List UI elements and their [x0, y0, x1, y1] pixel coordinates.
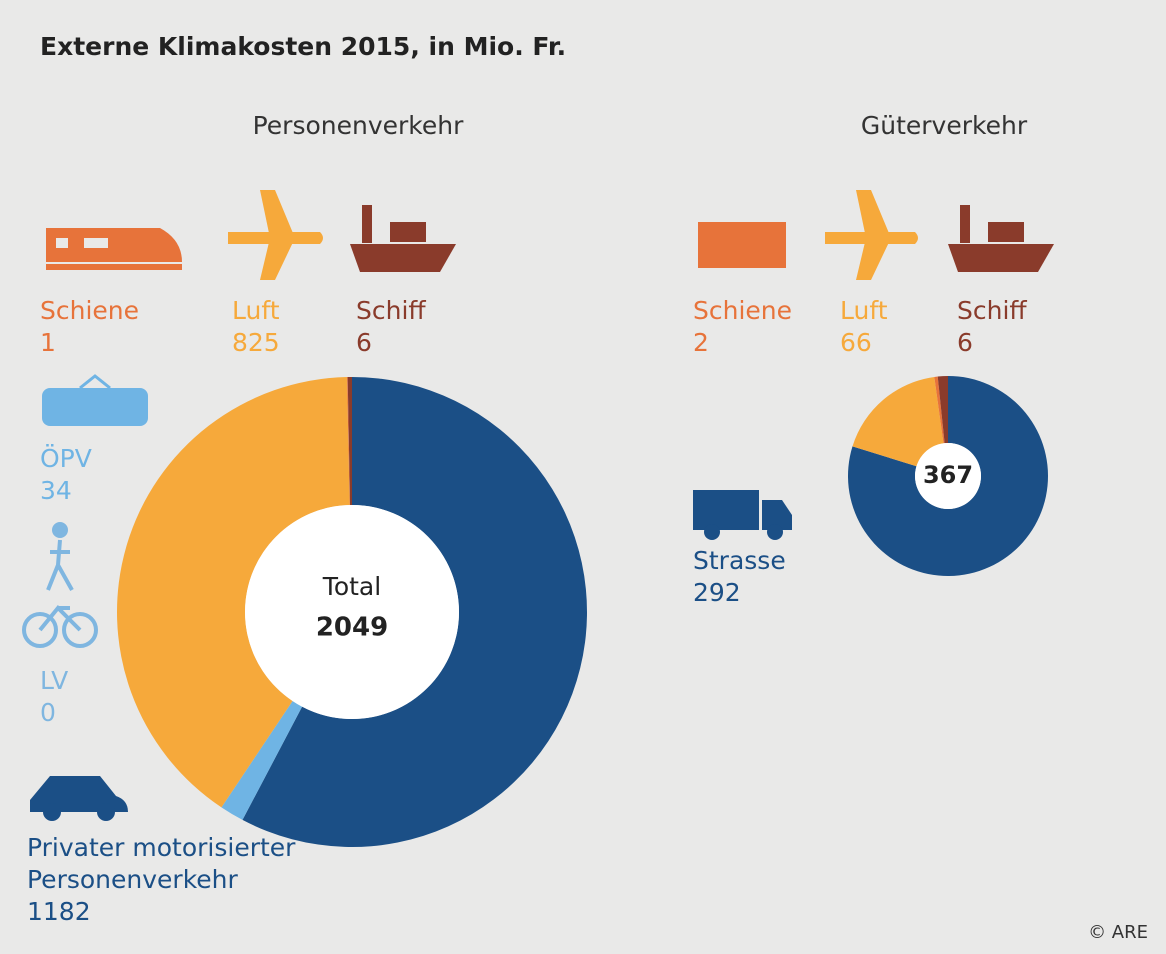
value-label: 825 [232, 328, 280, 357]
ship-icon [350, 205, 456, 272]
value-label: 292 [693, 578, 741, 607]
total-value: 2049 [316, 613, 388, 643]
value-label: 2 [693, 328, 709, 357]
donut-segment [346, 377, 351, 506]
donut-hole [915, 443, 981, 509]
value-label: 1182 [27, 897, 91, 926]
donut-segment [937, 376, 948, 444]
donut-segment [116, 377, 350, 808]
category-label: ÖPV [40, 444, 92, 473]
donut-segment [242, 377, 588, 847]
plane-icon [825, 190, 918, 280]
donut-segment [221, 700, 303, 820]
chart-title: Personenverkehr [253, 111, 465, 140]
train-icon [46, 228, 182, 270]
plane-icon [228, 190, 323, 280]
value-label: 66 [840, 328, 872, 357]
car-icon [30, 776, 128, 821]
value-label: 1 [40, 328, 56, 357]
category-label: Privater motorisierter Personenverkehr [27, 833, 296, 894]
value-label: 6 [957, 328, 973, 357]
value-label: 0 [40, 698, 56, 727]
category-label: Strasse [693, 546, 786, 575]
category-label: Schiff [356, 296, 426, 325]
category-label: Schiene [693, 296, 793, 325]
value-label: 6 [356, 328, 372, 357]
donut-segment [934, 376, 945, 444]
source: © ARE [1088, 922, 1148, 943]
total-label: Total [322, 572, 381, 601]
tram-icon [42, 374, 148, 426]
value-label: 34 [40, 476, 72, 505]
donut-hole [245, 505, 459, 719]
total-value: 367 [923, 461, 973, 489]
ship-icon [948, 205, 1054, 272]
freight-train-icon [698, 222, 786, 268]
truck-icon [693, 490, 792, 540]
chart-title: Güterverkehr [861, 111, 1028, 140]
donut-segment [852, 376, 944, 467]
donut-segment [347, 377, 352, 506]
pedestrian-bike-icon [22, 522, 98, 648]
title: Externe Klimakosten 2015, in Mio. Fr. [40, 32, 566, 61]
category-label: Luft [840, 296, 888, 325]
category-label: Schiff [957, 296, 1027, 325]
category-label: Luft [232, 296, 280, 325]
category-label: Schiene [40, 296, 140, 325]
category-label: LV [40, 666, 69, 695]
donut-segment [847, 376, 1048, 576]
